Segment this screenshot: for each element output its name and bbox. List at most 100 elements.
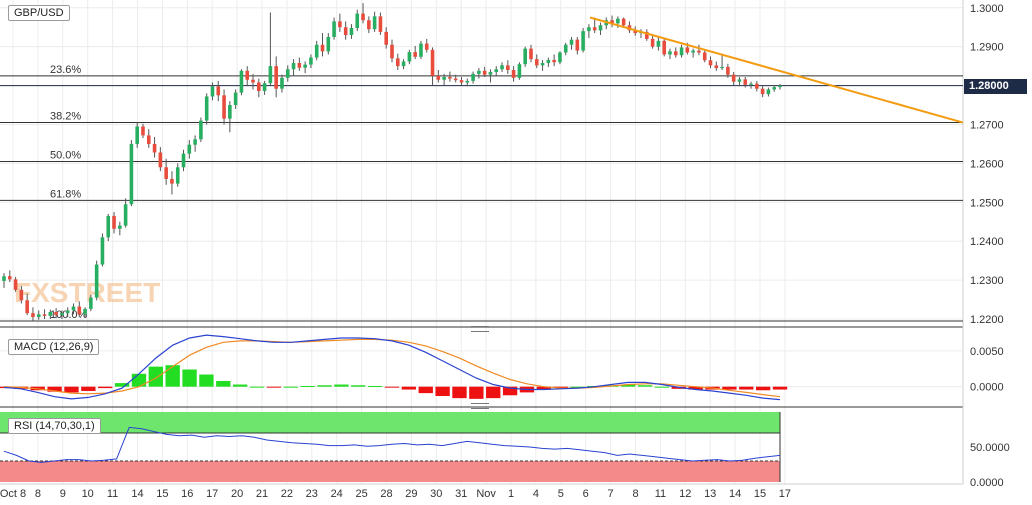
candle-body [645,31,649,39]
macd-histogram-bar [283,386,298,388]
x-tick-label: 6 [583,488,589,500]
macd-histogram-bar [469,386,484,399]
candle-body [650,38,655,47]
macd-histogram-bar [435,386,450,396]
x-tick-label: Oct 8 [0,488,26,500]
macd-tick-label: 0.0050 [970,346,1004,358]
candle-body [77,306,82,315]
candle-body [314,44,319,58]
candle-body [708,60,713,66]
x-tick-label: 14 [131,488,143,500]
candle-body [343,27,348,36]
symbol-label[interactable]: GBP/USD [8,5,70,21]
macd-histogram-bar [621,384,636,387]
rsi-label[interactable]: RSI (14,70,30,1) [8,418,101,434]
candle-body [523,48,527,65]
candle-body [7,276,12,280]
candle-body [743,79,748,85]
candle-body [31,313,35,318]
candle-body [233,92,238,106]
macd-label[interactable]: MACD (12,26,9) [8,339,100,355]
macd-histogram-bar [317,385,332,387]
candle-body [395,58,400,67]
candle-body [662,40,666,55]
fib-label: 38.2% [50,111,81,123]
candle-body [378,16,383,32]
x-tick-label: 29 [405,488,417,500]
candle-body [175,167,180,184]
candle-body [89,297,93,309]
candle-body [673,51,678,56]
candle-body [297,63,302,68]
candle-body [552,59,556,63]
price-tick-label: 1.2700 [970,119,1004,131]
candle-body [419,43,423,57]
candle-body [326,36,331,52]
candle-body [558,52,562,63]
fib-label: 23.6% [50,64,81,76]
candle-body [274,66,278,89]
candle-body [384,31,389,45]
x-tick-label: 13 [704,488,716,500]
candle-body [656,40,661,47]
candle-body [430,49,435,76]
x-tick-label: 21 [256,488,268,500]
candle-body [755,83,759,89]
candle-body [164,167,168,179]
candle-body [216,86,221,96]
candle-body [436,75,441,80]
candle-body [621,18,626,26]
candle-body [309,57,313,65]
candles [2,3,782,321]
candle-body [575,39,580,51]
price-tick-label: 1.3000 [970,3,1004,15]
chart-background [0,0,963,484]
fib-label: 50.0% [50,149,81,161]
x-tick-label: 17 [206,488,218,500]
macd-histogram-bar [688,386,703,390]
candle-body [146,135,151,144]
candle-body [118,225,122,229]
current-price-tag: 1.28000 [964,79,1027,94]
candle-body [465,80,470,83]
candle-body [569,39,574,45]
candle-body [598,25,603,31]
macd-line [3,334,781,401]
candle-body [251,79,255,83]
macd-histogram-bar [81,386,96,391]
candle-body [83,308,87,315]
candle-body [106,215,111,238]
rsi-tick-label: 50.0000 [970,442,1010,454]
x-tick-label: 1 [508,488,514,500]
macd-tick-label: 0.0000 [970,382,1004,394]
rsi-zones [0,412,780,482]
candle-body [546,59,551,64]
panel-resize-handle[interactable] [471,326,489,332]
candle-body [726,66,730,75]
x-tick-label: 15 [156,488,168,500]
candle-body [36,314,41,318]
macd-histogram-bar [114,383,130,387]
candle-body [494,69,499,72]
candle-body [338,21,342,28]
candle-body [112,215,116,229]
macd-signal-line [3,338,781,398]
price-tick-label: 1.2300 [970,275,1004,287]
candle-body [453,78,458,81]
candle-body [401,61,406,67]
candle-body [691,50,695,53]
candle-body [280,77,284,89]
candle-body [511,70,516,78]
macd-histogram-bar [418,386,433,394]
candle-body [210,86,215,97]
x-tick-label: 30 [430,488,442,500]
watermark: FXSTREET [14,277,160,308]
candle-body [737,79,742,82]
panel-resize-handle[interactable] [471,403,489,409]
rsi-overbought-zone [0,412,780,433]
macd-histogram-bar [47,386,62,392]
x-tick-label: 16 [181,488,193,500]
rsi-tick-label: 0.0000 [970,477,1004,489]
x-tick-label: 20 [231,488,243,500]
